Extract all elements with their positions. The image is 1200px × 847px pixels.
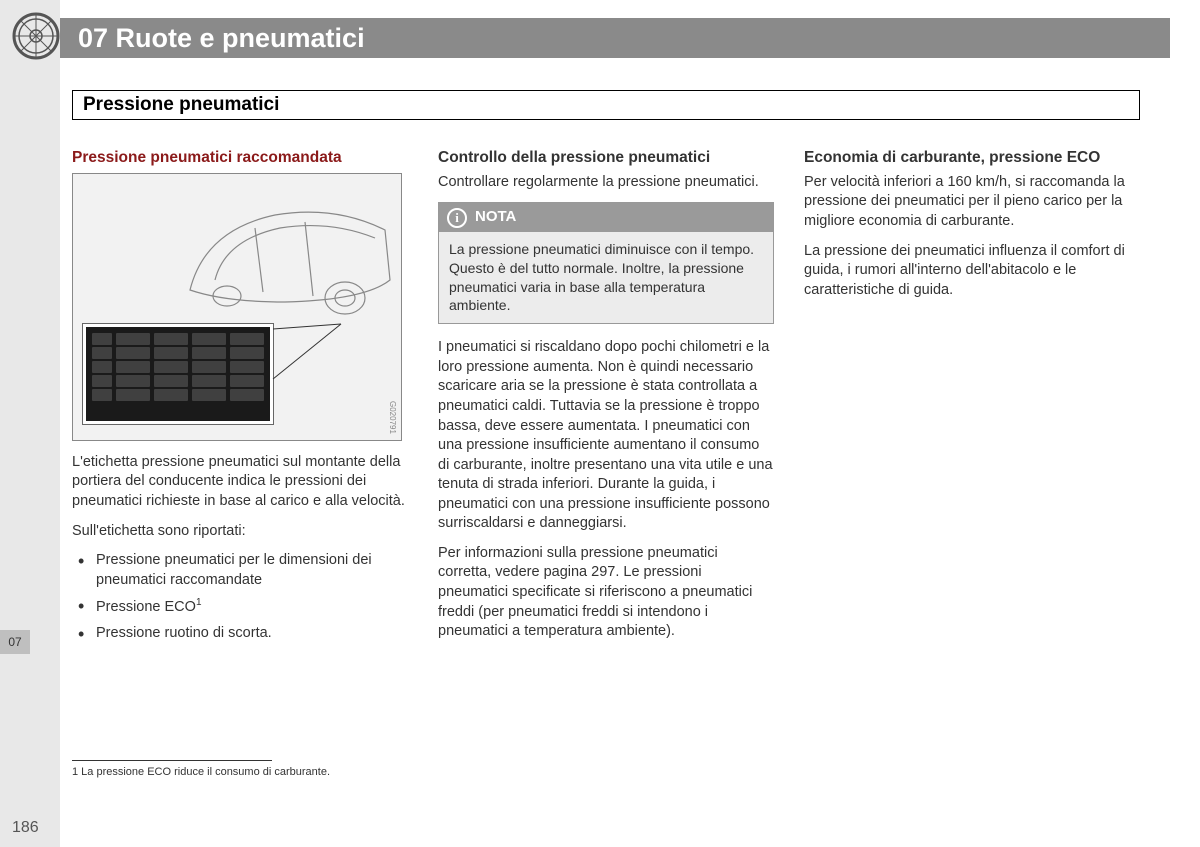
list-item: Pressione ECO1 xyxy=(72,596,408,617)
col1-p2: Sull'etichetta sono riportati: xyxy=(72,522,408,542)
note-box: i NOTA La pressione pneumatici diminuisc… xyxy=(438,202,774,324)
col3-p2: La pressione dei pneumatici influenza il… xyxy=(804,242,1140,301)
info-icon: i xyxy=(447,208,467,228)
wheel-icon xyxy=(12,12,60,60)
col3-p1: Per velocità inferiori a 160 km/h, si ra… xyxy=(804,173,1140,232)
car-illustration xyxy=(185,180,395,330)
list-item: Pressione pneumatici per le dimensioni d… xyxy=(72,551,408,590)
note-body: La pressione pneumatici diminuisce con i… xyxy=(439,232,773,324)
note-header: i NOTA xyxy=(439,203,773,231)
col2-p2: I pneumatici si riscaldano dopo pochi ch… xyxy=(438,338,774,534)
chapter-title: 07 Ruote e pneumatici xyxy=(78,23,365,54)
col2-heading: Controllo della pressione pneumatici xyxy=(438,148,774,169)
tyre-label-figure: G020791 xyxy=(72,173,402,441)
page-number: 186 xyxy=(12,819,39,837)
chapter-header: 07 Ruote e pneumatici xyxy=(60,18,1170,58)
tyre-pressure-label xyxy=(83,324,273,424)
footnote-rule xyxy=(72,760,272,761)
col1-p1: L'etichetta pressione pneumatici sul mon… xyxy=(72,453,408,512)
list-item: Pressione ruotino di scorta. xyxy=(72,624,408,644)
section-header: Pressione pneumatici xyxy=(72,90,1140,120)
col2-p1: Controllare regolarmente la pressione pn… xyxy=(438,173,774,193)
left-gutter xyxy=(0,0,60,847)
chapter-tab: 07 xyxy=(0,630,30,654)
content-columns: Pressione pneumatici raccomandata xyxy=(72,148,1140,652)
footnote: 1 La pressione ECO riduce il consumo di … xyxy=(72,766,330,778)
col2-p3: Per informazioni sulla pressione pneumat… xyxy=(438,544,774,642)
col1-bullets: Pressione pneumatici per le dimensioni d… xyxy=(72,551,408,643)
figure-code: G020791 xyxy=(386,401,397,434)
note-label: NOTA xyxy=(475,207,516,227)
section-title: Pressione pneumatici xyxy=(83,94,1129,116)
column-3: Economia di carburante, pressione ECO Pe… xyxy=(804,148,1140,652)
column-2: Controllo della pressione pneumatici Con… xyxy=(438,148,774,652)
col1-heading: Pressione pneumatici raccomandata xyxy=(72,148,408,169)
column-1: Pressione pneumatici raccomandata xyxy=(72,148,408,652)
col3-heading: Economia di carburante, pressione ECO xyxy=(804,148,1140,169)
